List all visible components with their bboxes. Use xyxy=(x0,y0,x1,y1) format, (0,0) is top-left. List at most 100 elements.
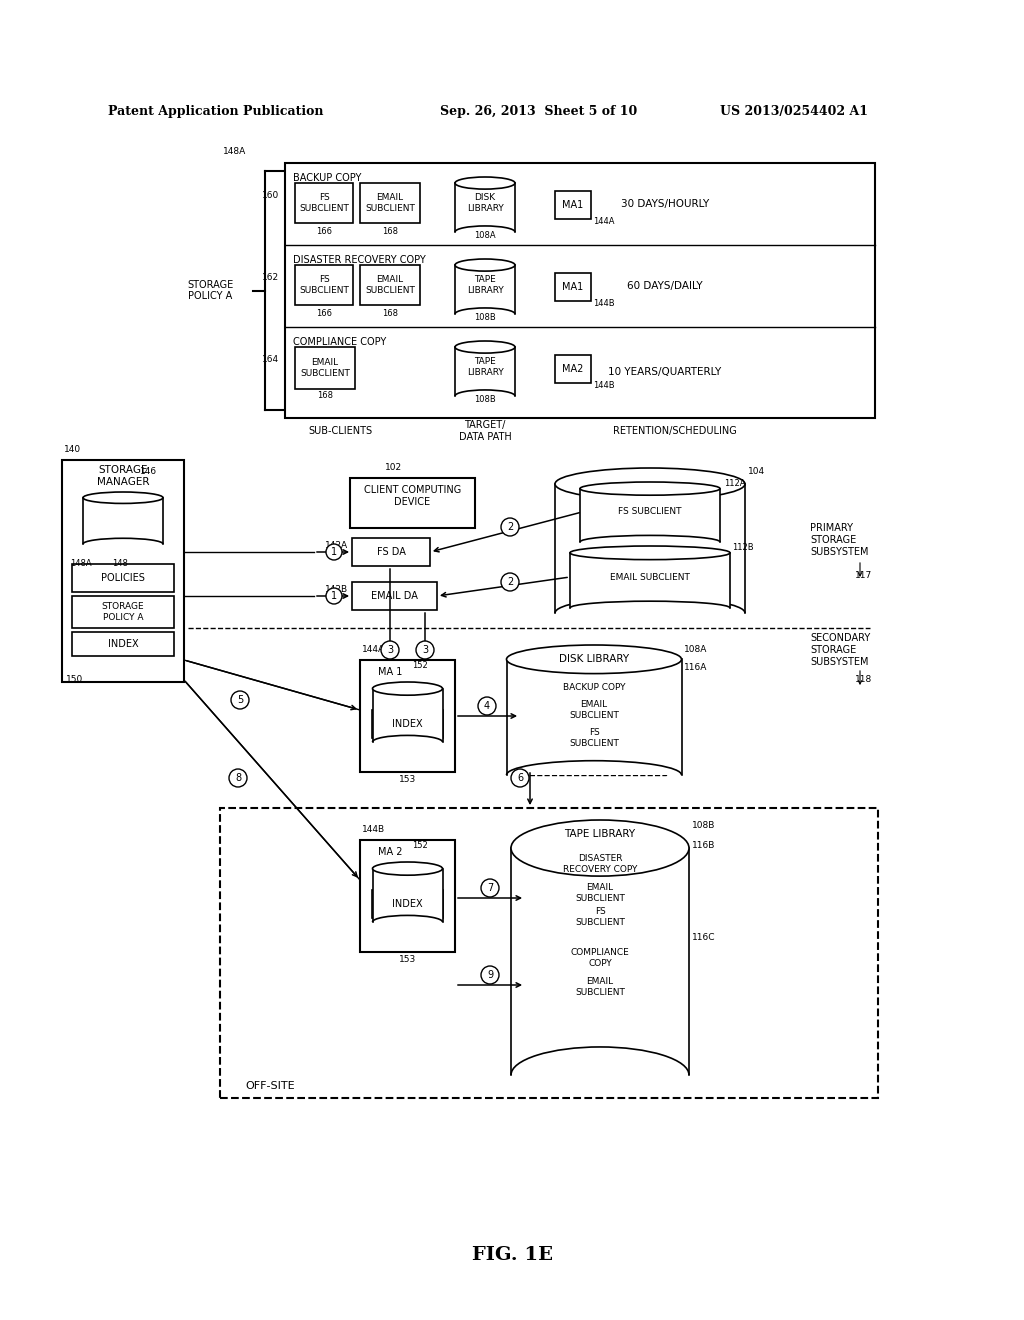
Text: DISASTER
RECOVERY COPY: DISASTER RECOVERY COPY xyxy=(563,854,637,874)
Text: STORAGE
POLICY A: STORAGE POLICY A xyxy=(101,602,144,622)
Text: 9: 9 xyxy=(487,970,494,979)
Text: POLICIES: POLICIES xyxy=(101,573,145,583)
Bar xyxy=(295,183,353,223)
Ellipse shape xyxy=(455,259,515,271)
Text: 166: 166 xyxy=(316,309,332,318)
Text: 108B: 108B xyxy=(692,821,716,829)
Bar xyxy=(373,689,442,742)
Circle shape xyxy=(416,642,434,659)
Text: 118: 118 xyxy=(855,676,872,685)
Text: INDEX: INDEX xyxy=(392,899,423,909)
Ellipse shape xyxy=(83,492,163,503)
Bar xyxy=(555,484,745,612)
Bar xyxy=(372,890,443,917)
Text: RETENTION/SCHEDULING: RETENTION/SCHEDULING xyxy=(613,426,737,436)
Text: 104: 104 xyxy=(748,467,765,477)
Bar xyxy=(295,347,355,389)
Text: FS DA: FS DA xyxy=(377,546,406,557)
Bar xyxy=(528,940,672,1020)
Text: 1: 1 xyxy=(331,546,337,557)
Bar xyxy=(555,191,591,219)
Text: CLIENT COMPUTING
DEVICE: CLIENT COMPUTING DEVICE xyxy=(364,486,461,507)
Text: STORAGE
POLICY A: STORAGE POLICY A xyxy=(186,280,233,301)
Text: 148A: 148A xyxy=(223,147,246,156)
Text: STORAGE
MANAGER: STORAGE MANAGER xyxy=(96,465,150,487)
Text: COMPLIANCE
COPY: COMPLIANCE COPY xyxy=(570,948,630,968)
Text: 168: 168 xyxy=(382,309,398,318)
Text: DISASTER RECOVERY COPY: DISASTER RECOVERY COPY xyxy=(293,255,426,265)
Bar xyxy=(535,906,665,928)
Circle shape xyxy=(381,642,399,659)
Bar xyxy=(360,660,455,772)
Text: DISK LIBRARY: DISK LIBRARY xyxy=(559,653,629,664)
Text: BACKUP COPY: BACKUP COPY xyxy=(563,682,626,692)
Text: TAPE LIBRARY: TAPE LIBRARY xyxy=(564,829,636,840)
Text: 112A: 112A xyxy=(724,479,745,487)
Text: EMAIL SUBCLIENT: EMAIL SUBCLIENT xyxy=(610,573,690,582)
Text: COMPLIANCE COPY: COMPLIANCE COPY xyxy=(293,337,386,347)
Text: EMAIL
SUBCLIENT: EMAIL SUBCLIENT xyxy=(300,358,350,378)
Bar xyxy=(455,347,515,396)
Text: MA 2: MA 2 xyxy=(378,847,402,857)
Circle shape xyxy=(231,690,249,709)
Bar xyxy=(352,539,430,566)
Bar xyxy=(529,725,659,751)
Circle shape xyxy=(501,517,519,536)
Text: Patent Application Publication: Patent Application Publication xyxy=(108,106,324,119)
Text: INDEX: INDEX xyxy=(108,639,138,649)
Text: TAPE
LIBRARY: TAPE LIBRARY xyxy=(467,358,504,376)
Bar xyxy=(72,597,174,628)
Bar xyxy=(352,582,437,610)
Text: 152: 152 xyxy=(412,660,428,669)
Text: 160: 160 xyxy=(262,190,279,199)
Text: 148: 148 xyxy=(112,558,128,568)
Bar xyxy=(535,882,665,904)
Text: EMAIL
SUBCLIENT: EMAIL SUBCLIENT xyxy=(575,977,625,997)
Bar xyxy=(373,869,442,921)
Text: 108B: 108B xyxy=(474,313,496,322)
Ellipse shape xyxy=(555,469,745,500)
Text: 1: 1 xyxy=(331,591,337,601)
Bar xyxy=(372,710,443,738)
Text: 142B: 142B xyxy=(325,586,348,594)
Text: 144A: 144A xyxy=(362,645,385,655)
Bar xyxy=(83,498,163,544)
Ellipse shape xyxy=(455,341,515,352)
Circle shape xyxy=(229,770,247,787)
Text: FIG. 1E: FIG. 1E xyxy=(471,1246,553,1265)
Ellipse shape xyxy=(373,862,442,875)
Text: SUB-CLIENTS: SUB-CLIENTS xyxy=(308,426,372,436)
Text: FS SUBCLIENT: FS SUBCLIENT xyxy=(618,507,682,516)
Bar xyxy=(555,355,591,383)
Bar xyxy=(580,488,720,543)
Text: 116A: 116A xyxy=(684,663,708,672)
Text: EMAIL
SUBCLIENT: EMAIL SUBCLIENT xyxy=(366,193,415,213)
Text: MA1: MA1 xyxy=(562,201,584,210)
Ellipse shape xyxy=(507,645,682,673)
Bar xyxy=(72,564,174,591)
Ellipse shape xyxy=(373,682,442,696)
Bar xyxy=(220,808,878,1098)
Text: 150: 150 xyxy=(66,676,83,685)
Text: 144A: 144A xyxy=(593,216,614,226)
Text: INDEX: INDEX xyxy=(392,719,423,729)
Text: 10 YEARS/QUARTERLY: 10 YEARS/QUARTERLY xyxy=(608,367,722,378)
Text: EMAIL
SUBCLIENT: EMAIL SUBCLIENT xyxy=(569,701,618,719)
Bar xyxy=(285,162,874,418)
Text: 166: 166 xyxy=(316,227,332,235)
Text: BACKUP COPY: BACKUP COPY xyxy=(293,173,361,183)
Text: 3: 3 xyxy=(387,645,393,655)
Text: 5: 5 xyxy=(237,696,243,705)
Text: MA1: MA1 xyxy=(562,282,584,292)
Bar xyxy=(360,840,455,952)
Circle shape xyxy=(481,966,499,983)
Text: 102: 102 xyxy=(385,463,402,473)
Bar xyxy=(72,632,174,656)
Text: 140: 140 xyxy=(63,446,81,454)
Text: 153: 153 xyxy=(399,956,416,965)
Text: 112B: 112B xyxy=(732,544,754,553)
Text: EMAIL
SUBCLIENT: EMAIL SUBCLIENT xyxy=(366,276,415,294)
Text: 162: 162 xyxy=(262,272,279,281)
Text: 117: 117 xyxy=(855,570,872,579)
Text: 116C: 116C xyxy=(692,933,716,942)
